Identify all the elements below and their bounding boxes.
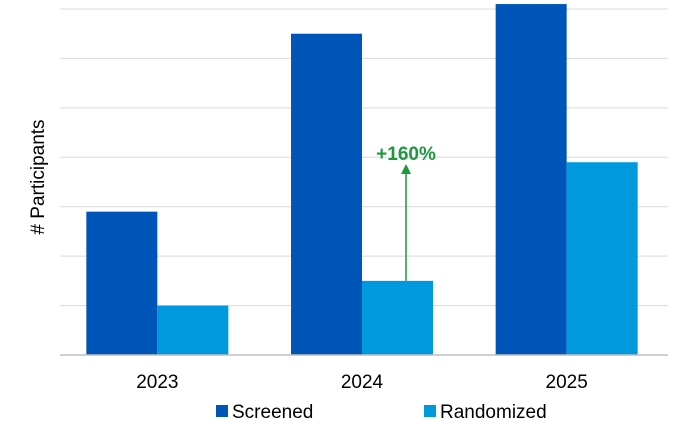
bar-randomized-2025 (566, 162, 638, 355)
annotation-arrow-head (401, 164, 412, 174)
x-tick-label: 2025 (546, 372, 588, 393)
bar-randomized-2024 (362, 280, 433, 355)
x-tick-label: 2023 (136, 372, 178, 393)
legend-swatch-randomized (424, 405, 436, 417)
annotation-label: +160% (376, 144, 436, 165)
x-tick-labels: 2023 2024 2025 (136, 372, 588, 393)
growth-annotation: +160% (376, 144, 436, 281)
bar-screened-2024 (291, 33, 362, 355)
legend: Screened Randomized (216, 402, 547, 421)
legend-label-randomized: Randomized (440, 402, 547, 421)
y-axis-title: # Participants (28, 119, 49, 234)
legend-label-screened: Screened (232, 402, 313, 421)
bar-screened-2025 (495, 4, 567, 356)
bars (86, 4, 638, 356)
bar-screened-2023 (86, 211, 158, 355)
gridlines (60, 8, 668, 307)
bar-randomized-2023 (157, 305, 229, 355)
legend-swatch-screened (216, 405, 228, 417)
x-tick-label: 2024 (341, 372, 384, 393)
